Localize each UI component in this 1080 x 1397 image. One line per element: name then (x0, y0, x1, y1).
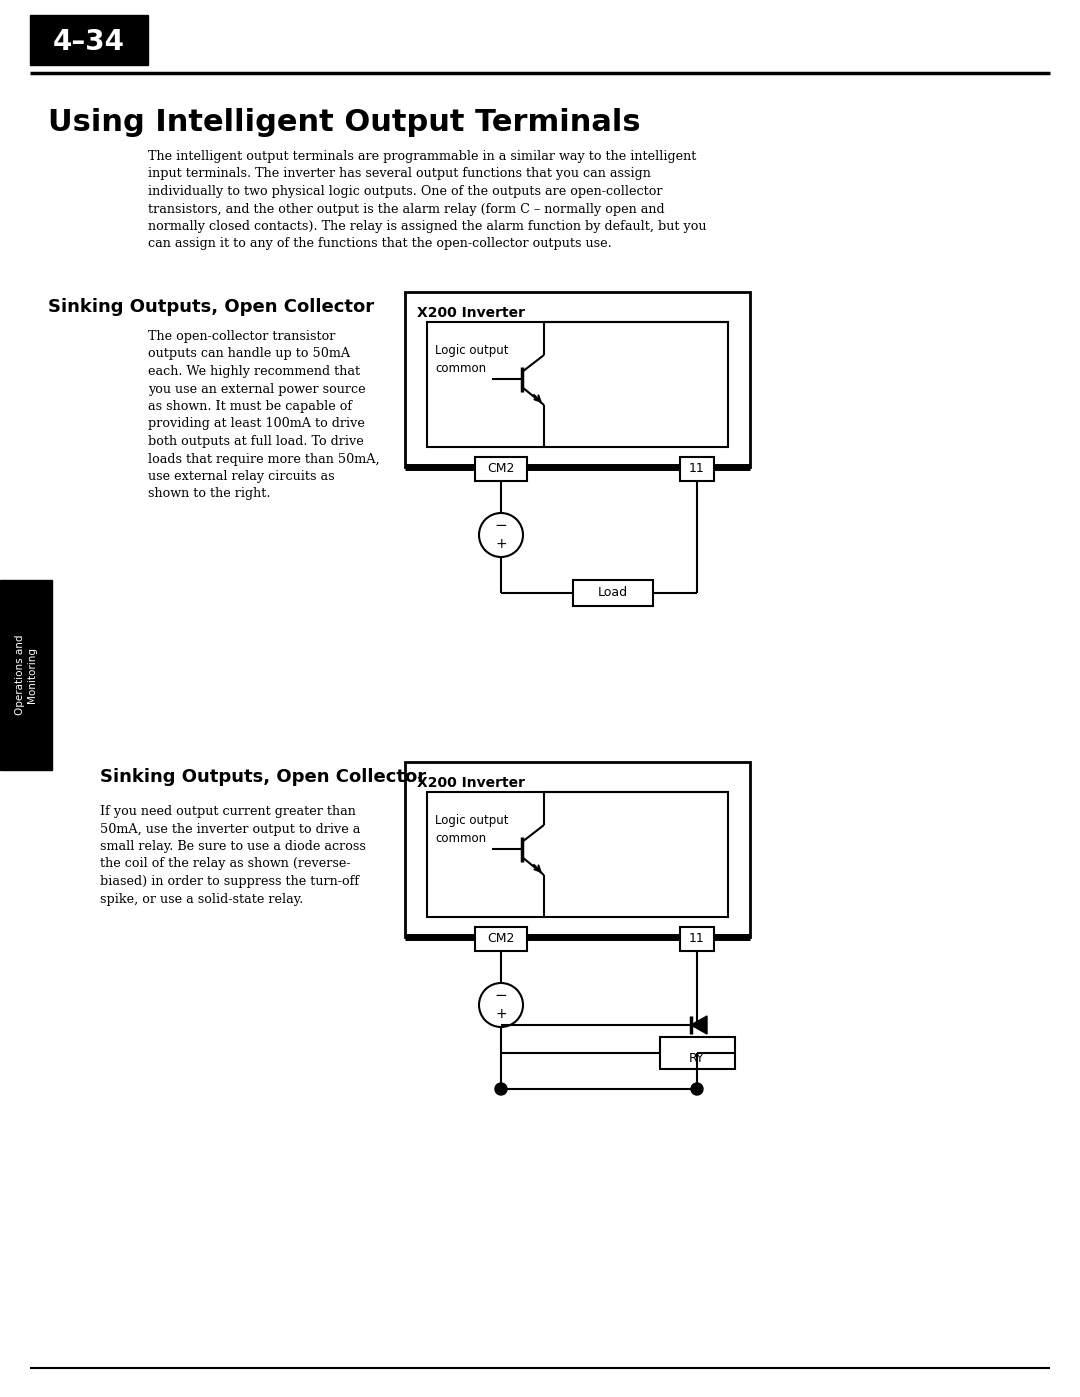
Text: If you need output current greater than: If you need output current greater than (100, 805, 356, 819)
Text: outputs can handle up to 50mA: outputs can handle up to 50mA (148, 348, 350, 360)
Text: common: common (435, 362, 486, 374)
Text: small relay. Be sure to use a diode across: small relay. Be sure to use a diode acro… (100, 840, 366, 854)
Bar (405, 292, 750, 467)
Text: 11: 11 (689, 933, 705, 946)
Text: spike, or use a solid-state relay.: spike, or use a solid-state relay. (100, 893, 303, 905)
Text: input terminals. The inverter has several output functions that you can assign: input terminals. The inverter has severa… (148, 168, 651, 180)
Text: −: − (495, 518, 508, 534)
Text: Using Intelligent Output Terminals: Using Intelligent Output Terminals (48, 108, 640, 137)
Text: RY: RY (689, 1052, 705, 1065)
Text: Logic output: Logic output (435, 814, 509, 827)
Bar (680, 457, 714, 481)
Bar (30, 15, 148, 66)
Text: Sinking Outputs, Open Collector: Sinking Outputs, Open Collector (48, 298, 374, 316)
Bar (475, 928, 527, 951)
Text: as shown. It must be capable of: as shown. It must be capable of (148, 400, 352, 414)
Text: 4–34: 4–34 (53, 28, 125, 56)
Circle shape (495, 1083, 507, 1095)
Text: X200 Inverter: X200 Inverter (417, 306, 525, 320)
Text: loads that require more than 50mA,: loads that require more than 50mA, (148, 453, 380, 465)
Text: +: + (496, 536, 507, 550)
Bar (680, 928, 714, 951)
Text: providing at least 100mA to drive: providing at least 100mA to drive (148, 418, 365, 430)
Text: each. We highly recommend that: each. We highly recommend that (148, 365, 360, 379)
Text: transistors, and the other output is the alarm relay (form C – normally open and: transistors, and the other output is the… (148, 203, 664, 215)
Bar (427, 321, 728, 447)
Text: Logic output: Logic output (435, 344, 509, 358)
Bar (405, 761, 750, 937)
Text: The open-collector transistor: The open-collector transistor (148, 330, 336, 344)
Text: The intelligent output terminals are programmable in a similar way to the intell: The intelligent output terminals are pro… (148, 149, 697, 163)
Polygon shape (691, 1016, 707, 1034)
Text: biased) in order to suppress the turn-off: biased) in order to suppress the turn-of… (100, 875, 360, 888)
Text: normally closed contacts). The relay is assigned the alarm function by default, : normally closed contacts). The relay is … (148, 219, 706, 233)
Bar (660, 1037, 734, 1069)
Text: use external relay circuits as: use external relay circuits as (148, 469, 335, 483)
Text: −: − (495, 989, 508, 1003)
Bar (427, 792, 728, 916)
Text: X200 Inverter: X200 Inverter (417, 775, 525, 789)
Text: +: + (496, 1007, 507, 1021)
Circle shape (691, 1083, 703, 1095)
Text: 11: 11 (689, 462, 705, 475)
Text: the coil of the relay as shown (reverse-: the coil of the relay as shown (reverse- (100, 858, 351, 870)
Text: individually to two physical logic outputs. One of the outputs are open-collecto: individually to two physical logic outpu… (148, 184, 662, 198)
Bar (0, 580, 52, 770)
Text: common: common (435, 833, 486, 845)
Text: CM2: CM2 (487, 462, 515, 475)
Text: Operations and
Monitoring: Operations and Monitoring (15, 634, 37, 715)
Text: Sinking Outputs, Open Collector: Sinking Outputs, Open Collector (100, 768, 427, 787)
Bar (573, 580, 653, 606)
Text: you use an external power source: you use an external power source (148, 383, 366, 395)
Text: CM2: CM2 (487, 933, 515, 946)
Text: 50mA, use the inverter output to drive a: 50mA, use the inverter output to drive a (100, 823, 361, 835)
Bar (475, 457, 527, 481)
Text: shown to the right.: shown to the right. (148, 488, 270, 500)
Text: can assign it to any of the functions that the open-collector outputs use.: can assign it to any of the functions th… (148, 237, 611, 250)
Text: Load: Load (598, 587, 629, 599)
Text: both outputs at full load. To drive: both outputs at full load. To drive (148, 434, 364, 448)
